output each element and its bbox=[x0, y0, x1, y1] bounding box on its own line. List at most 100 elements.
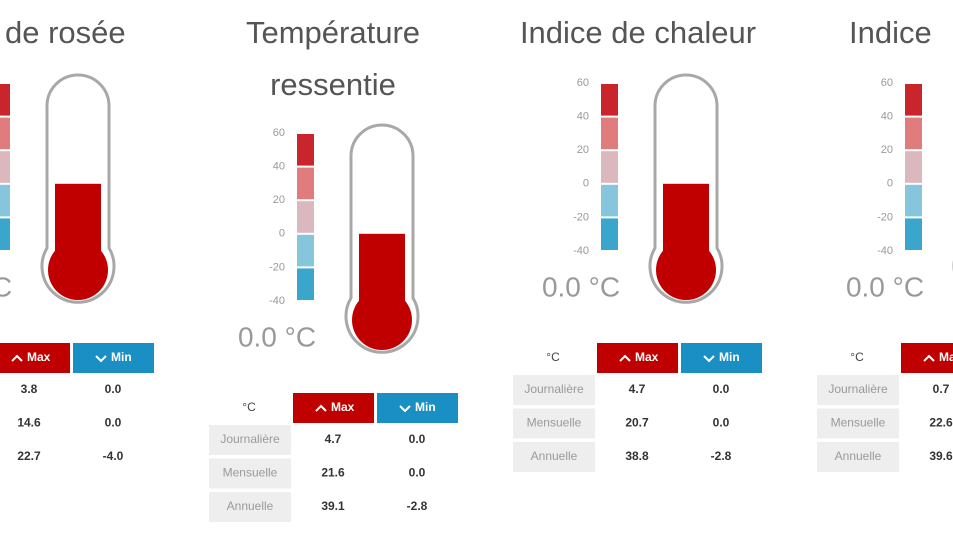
min-value: -2.8 bbox=[407, 499, 428, 513]
column-header-label: Max bbox=[331, 400, 355, 414]
thermometer-widget: Température ressentie 60 40 20 0 -20 -40 0.0 °C °… bbox=[209, 15, 458, 522]
scale-label: 40 bbox=[881, 111, 893, 123]
thermometer-widget: Indice de chaleur 60 40 20 0 -20 -40 0.0 °C °C Ma… bbox=[513, 15, 762, 472]
chevron-icon bbox=[703, 355, 715, 363]
thermometer-widget: de rosée 0.0 °C Max Min 3.8 0.0 14.6 0.0 22.7 -4.… bbox=[0, 15, 154, 463]
widget-title: ressentie bbox=[270, 67, 396, 102]
column-header-label: Max bbox=[939, 350, 953, 364]
scale-segment bbox=[601, 218, 618, 250]
widget-title: Température bbox=[246, 15, 420, 50]
column-header-max bbox=[293, 393, 374, 423]
row-label: Journalière bbox=[220, 432, 280, 446]
temperature-reading: 0.0 °C bbox=[0, 271, 12, 302]
max-value: 14.6 bbox=[17, 416, 41, 430]
scale-label: -20 bbox=[269, 261, 285, 273]
column-header-label: Min bbox=[719, 350, 740, 364]
row-label-cell bbox=[209, 425, 291, 455]
row-label-cell bbox=[209, 458, 291, 489]
column-header-label: Max bbox=[27, 350, 51, 364]
thermometer-fill bbox=[359, 233, 405, 320]
column-header-label: Min bbox=[111, 350, 132, 364]
scale-segment bbox=[297, 234, 314, 267]
widget-title: Indice bbox=[849, 15, 932, 50]
chevron-icon bbox=[95, 355, 107, 363]
column-header-min bbox=[681, 343, 762, 373]
max-value: 22.6 bbox=[929, 416, 953, 430]
max-value: 39.6 bbox=[929, 449, 953, 463]
thermometer-fill bbox=[55, 183, 101, 270]
max-value: 21.6 bbox=[321, 466, 345, 480]
scale-label: 0 bbox=[279, 228, 285, 240]
scale-label: 40 bbox=[273, 161, 285, 173]
min-value: 0.0 bbox=[713, 382, 730, 396]
temperature-reading: 0.0 °C bbox=[846, 271, 924, 302]
chevron-icon bbox=[619, 354, 631, 362]
row-label: Annuelle bbox=[227, 499, 274, 513]
max-value: 22.7 bbox=[17, 449, 41, 463]
row-label: Mensuelle bbox=[527, 416, 582, 430]
max-value: 38.8 bbox=[625, 449, 649, 463]
scale-segment bbox=[905, 151, 922, 183]
scale-label: -40 bbox=[877, 245, 893, 257]
scale-label: -40 bbox=[269, 295, 285, 307]
min-value: 0.0 bbox=[409, 432, 426, 446]
temperature-reading: 0.0 °C bbox=[542, 271, 620, 302]
scale-label: 40 bbox=[577, 111, 589, 123]
min-value: 0.0 bbox=[409, 466, 426, 480]
row-label: Mensuelle bbox=[223, 466, 278, 480]
max-value: 0.7 bbox=[933, 382, 950, 396]
scale-label: 20 bbox=[273, 194, 285, 206]
scale-label: 60 bbox=[881, 77, 893, 89]
row-label: Journalière bbox=[524, 382, 584, 396]
min-value: 0.0 bbox=[105, 416, 122, 430]
scale-segment bbox=[601, 184, 618, 217]
scale-segment bbox=[905, 184, 922, 217]
row-label: Annuelle bbox=[531, 449, 578, 463]
column-header-max bbox=[0, 343, 70, 373]
scale-segment bbox=[905, 84, 922, 116]
column-header-label: Max bbox=[635, 350, 659, 364]
column-header-min bbox=[377, 393, 458, 423]
row-label-cell bbox=[513, 408, 595, 439]
widget-title: de rosée bbox=[5, 15, 126, 50]
row-label-cell bbox=[817, 408, 899, 439]
table-unit: °C bbox=[546, 350, 560, 364]
table-unit: °C bbox=[242, 400, 256, 414]
min-value: 0.0 bbox=[105, 382, 122, 396]
scale-segment bbox=[905, 117, 922, 150]
scale-label: -20 bbox=[573, 211, 589, 223]
scale-segment bbox=[0, 151, 10, 183]
scale-segment bbox=[297, 201, 314, 233]
row-label-cell bbox=[513, 375, 595, 405]
scale-segment bbox=[0, 84, 10, 116]
scale-segment bbox=[297, 167, 314, 200]
scale-segment bbox=[0, 184, 10, 217]
row-label-cell bbox=[513, 442, 595, 472]
row-label: Mensuelle bbox=[831, 416, 886, 430]
min-value: 0.0 bbox=[713, 416, 730, 430]
scale-segment bbox=[297, 268, 314, 300]
max-value: 20.7 bbox=[625, 416, 649, 430]
scale-label: 20 bbox=[577, 144, 589, 156]
scale-segment bbox=[297, 134, 314, 166]
max-value: 4.7 bbox=[629, 382, 646, 396]
column-header-label: Min bbox=[415, 400, 436, 414]
scale-segment bbox=[601, 84, 618, 116]
scale-label: 60 bbox=[273, 127, 285, 139]
scale-segment bbox=[0, 117, 10, 150]
table-unit: °C bbox=[850, 350, 864, 364]
chevron-icon bbox=[399, 405, 411, 413]
max-value: 39.1 bbox=[321, 499, 345, 513]
widget-title: Indice de chaleur bbox=[520, 15, 756, 50]
scale-label: 0 bbox=[583, 178, 589, 190]
max-value: 4.7 bbox=[325, 432, 342, 446]
thermometer-widget: Indice 60 40 20 0 -20 -40 0.0 °C °C Max Journalièr… bbox=[817, 15, 953, 472]
scale-label: -20 bbox=[877, 211, 893, 223]
scale-segment bbox=[601, 151, 618, 183]
scale-segment bbox=[601, 117, 618, 150]
chevron-icon bbox=[315, 404, 327, 412]
row-label-cell bbox=[817, 375, 899, 405]
column-header-max bbox=[597, 343, 678, 373]
